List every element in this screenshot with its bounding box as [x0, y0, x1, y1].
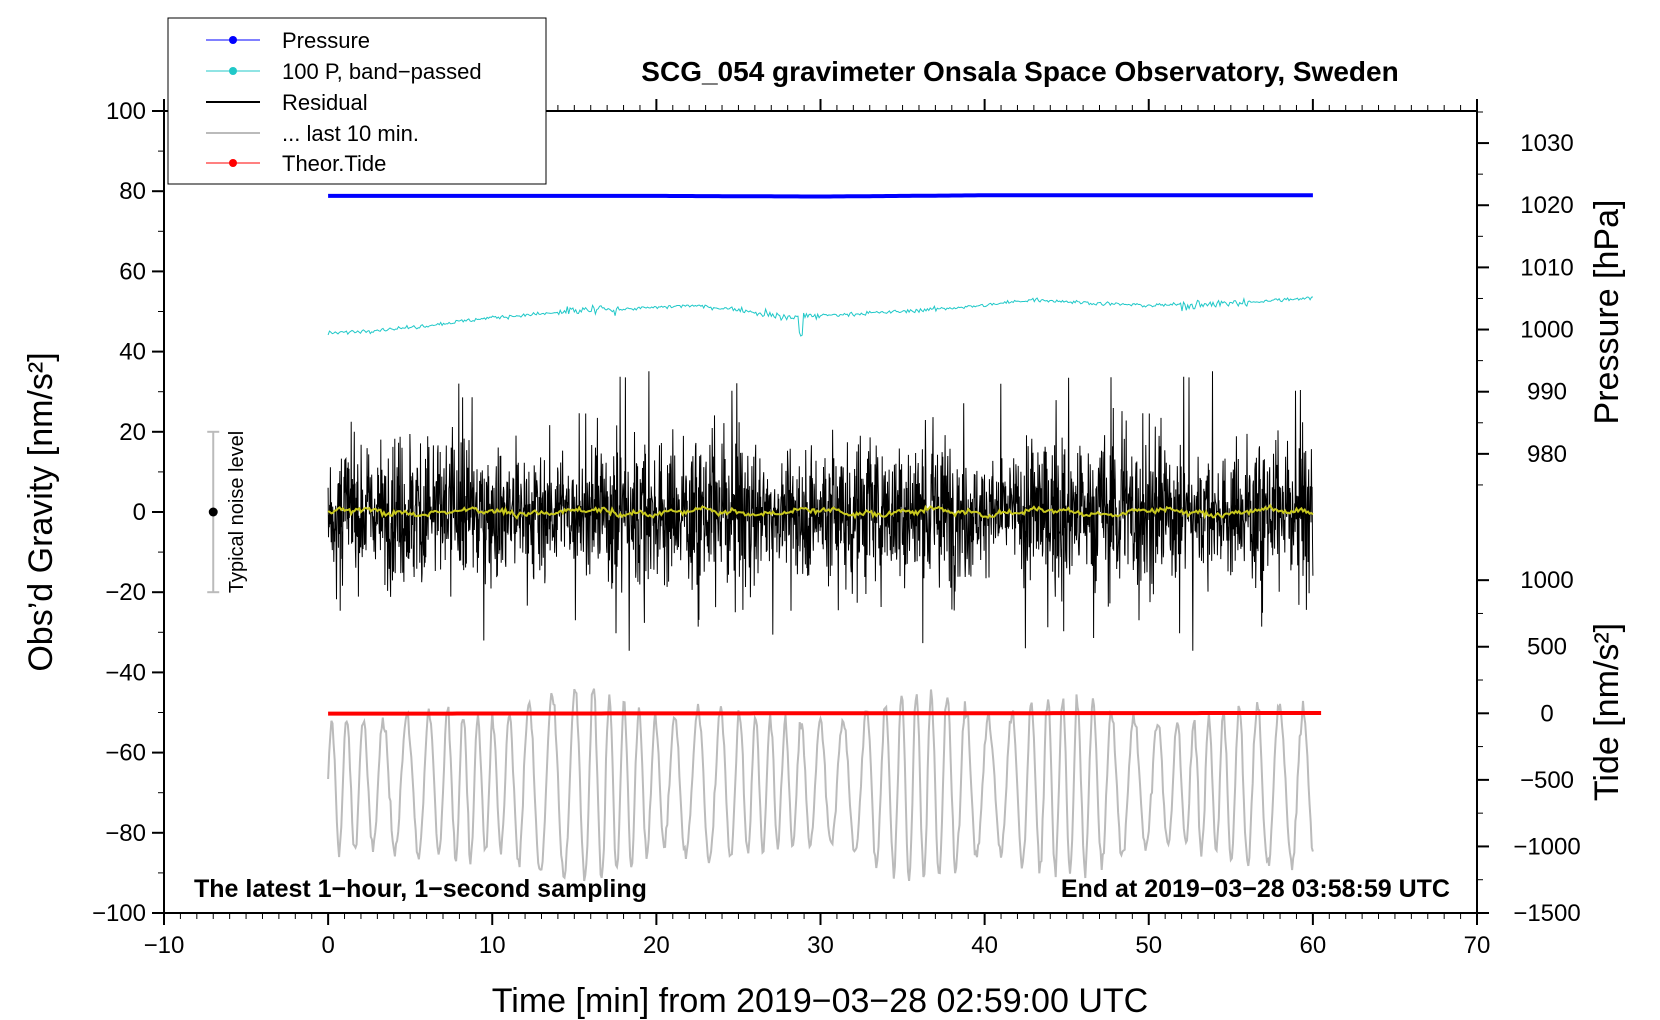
tide-tick-label: 1000 [1520, 567, 1573, 594]
noise-bar-label: Typical noise level [226, 431, 248, 593]
y-left-tick-label: 40 [119, 339, 146, 366]
legend-marker-pressure [229, 36, 237, 44]
pressure-tick-label: 1030 [1520, 130, 1573, 157]
x-tick-label: 20 [643, 932, 670, 959]
tide-tick-label: −1500 [1513, 900, 1580, 927]
y-left-tick-label: −80 [105, 820, 146, 847]
legend-entry-tide: Theor.Tide [206, 151, 386, 176]
series-layer [327, 193, 1322, 882]
x-tick-label: 70 [1464, 932, 1491, 959]
y-left-tick-label: 0 [133, 499, 146, 526]
series-last-10-min [327, 688, 1314, 882]
pressure-tick-label: 980 [1527, 441, 1567, 468]
pressure-axis-label: Pressure [hPa] [1588, 200, 1626, 425]
legend-marker-tide [229, 159, 237, 167]
tide-axis-label: Tide [nm/s²] [1588, 623, 1626, 801]
legend-entry-last10: ... last 10 min. [206, 121, 419, 146]
pressure-tick-label: 1020 [1520, 192, 1573, 219]
x-axis-ticks: −10 0 10 20 30 40 50 60 70 [144, 99, 1491, 959]
y-left-tick-label: −40 [105, 659, 146, 686]
pressure-axis-ticks: 1030 1020 1010 1000 990 980 [1477, 111, 1574, 486]
annotation-bottom-left: The latest 1−hour, 1−second sampling [194, 875, 647, 903]
legend-label-bandpassed: 100 P, band−passed [282, 59, 482, 84]
y-left-tick-label: 60 [119, 258, 146, 285]
legend-label-tide: Theor.Tide [282, 151, 386, 176]
legend-label-last10: ... last 10 min. [282, 121, 419, 146]
x-tick-label: 0 [321, 932, 334, 959]
x-tick-label: 30 [807, 932, 834, 959]
x-tick-label: 50 [1135, 932, 1162, 959]
legend-entry-residual: Residual [206, 90, 368, 115]
tide-tick-label: 0 [1540, 700, 1553, 727]
x-tick-label: −10 [144, 932, 185, 959]
y-left-tick-label: 80 [119, 178, 146, 205]
noise-level-indicator: Typical noise level [207, 430, 248, 594]
y-left-tick-label: −20 [105, 579, 146, 606]
noise-bar-center-dot [208, 507, 218, 517]
chart-title: SCG_054 gravimeter Onsala Space Observat… [641, 56, 1398, 87]
legend-entry-bandpassed: 100 P, band−passed [206, 59, 482, 84]
legend-marker-bandpassed [229, 67, 237, 75]
y-left-tick-label: 20 [119, 419, 146, 446]
series-pressure [328, 193, 1313, 199]
x-axis-label: Time [min] from 2019−03−28 02:59:00 UTC [492, 982, 1148, 1020]
legend-label-pressure: Pressure [282, 28, 370, 53]
y-left-axis-label: Obs’d Gravity [nm/s²] [22, 352, 60, 671]
pressure-tick-label: 1000 [1520, 317, 1573, 344]
tide-tick-label: 500 [1527, 634, 1567, 661]
series-residual [327, 371, 1314, 651]
y-left-tick-label: −60 [105, 740, 146, 767]
y-left-axis-ticks: 100 80 60 40 20 0 −20 −40 −60 −80 −100 [92, 98, 164, 927]
series-pressure-bandpassed [327, 296, 1314, 337]
series-residual-smoothed [327, 503, 1314, 520]
legend-entry-pressure: Pressure [206, 28, 370, 53]
tide-tick-label: −1000 [1513, 833, 1580, 860]
legend: Pressure 100 P, band−passed Residual ...… [167, 17, 547, 185]
x-tick-label: 60 [1300, 932, 1327, 959]
pressure-tick-label: 990 [1527, 379, 1567, 406]
pressure-tick-label: 1010 [1520, 254, 1573, 281]
x-tick-label: 10 [479, 932, 506, 959]
annotation-bottom-right: End at 2019−03−28 03:58:59 UTC [1061, 875, 1450, 903]
y-left-tick-label: 100 [106, 98, 146, 125]
x-tick-label: 40 [971, 932, 998, 959]
y-left-tick-label: −100 [92, 900, 146, 927]
tide-tick-label: −500 [1520, 767, 1574, 794]
legend-label-residual: Residual [282, 90, 368, 115]
tide-axis-ticks: 1000 500 0 −500 −1000 −1500 [1477, 567, 1581, 927]
series-theoretical-tide [328, 711, 1322, 716]
